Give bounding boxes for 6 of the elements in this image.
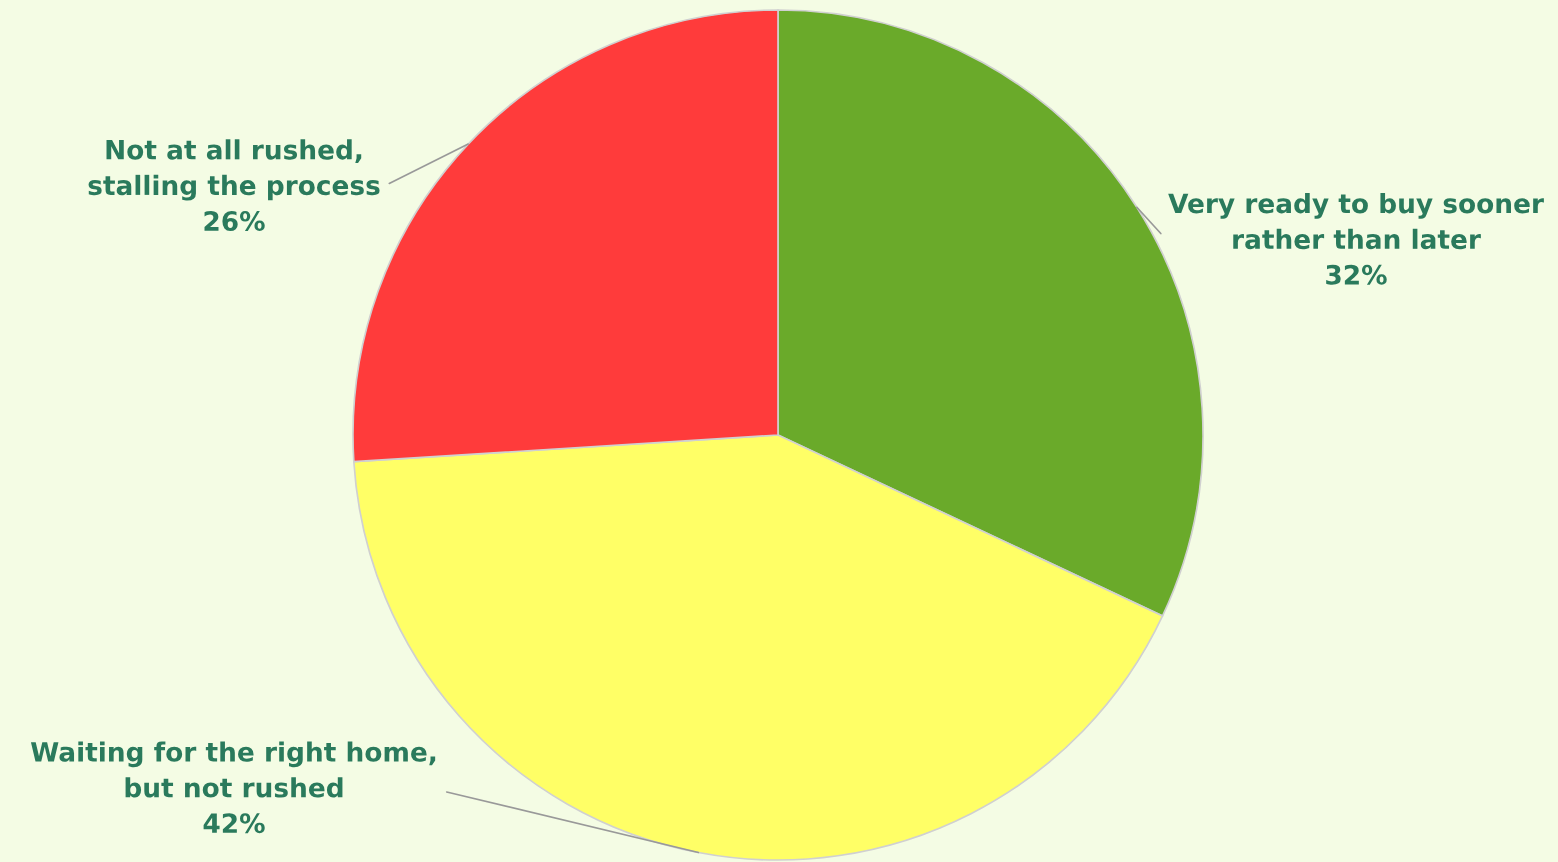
- slice-label: Waiting for the right home, but not rushed: [30, 741, 436, 798]
- data-label: 42%: [203, 813, 265, 834]
- data-label: 32%: [1326, 264, 1387, 285]
- data-label: 26%: [204, 211, 265, 232]
- slice-label: Not at all rushed, stalling the process: [88, 139, 380, 201]
- slice-label: Very ready to buy sooner rather than later: [1168, 192, 1544, 250]
